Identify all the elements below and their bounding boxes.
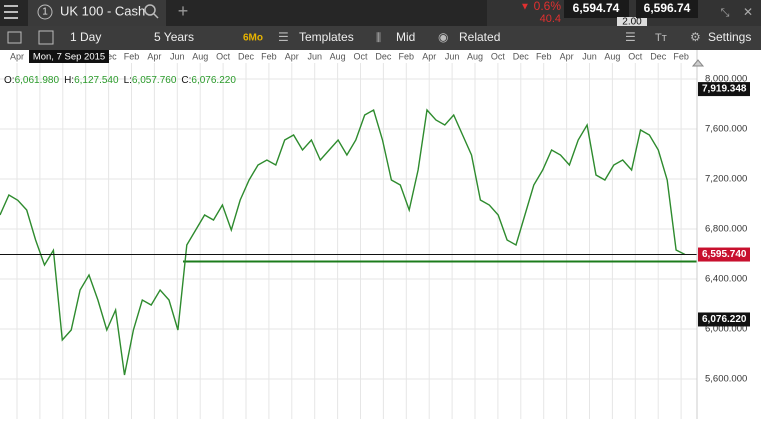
x-label: Aug <box>192 51 208 61</box>
l: 6,057.760 <box>132 75 177 86</box>
x-label: Apr <box>560 51 574 61</box>
price-label-box <box>698 247 750 262</box>
spread-box <box>617 17 647 27</box>
c: 6,076.220 <box>191 75 236 86</box>
panel-icon[interactable] <box>7 31 22 44</box>
x-label: Aug <box>467 51 483 61</box>
buy-price: 6,596.74 <box>644 1 691 15</box>
list-icon[interactable]: ☰ <box>625 30 636 44</box>
x-label: Dec <box>375 51 392 61</box>
price-type[interactable]: Mid <box>396 30 415 44</box>
related-icon: ◉ <box>438 30 448 44</box>
settings[interactable]: Settings <box>708 30 751 44</box>
x-label: Dec <box>513 51 530 61</box>
collapse-icon[interactable]: ⤡ <box>721 7 730 19</box>
search-icon[interactable] <box>144 4 156 16</box>
x-label: Oct <box>491 51 506 61</box>
x-label: Feb <box>261 51 277 61</box>
o: 6,061.980 <box>15 75 60 86</box>
spread: 2.00 <box>622 17 642 28</box>
x-label: Jun <box>445 51 460 61</box>
buy-box[interactable] <box>636 0 698 18</box>
change-points: 40.4 <box>540 13 561 25</box>
layout-icon[interactable] <box>38 30 54 45</box>
menu-icon[interactable] <box>4 5 18 7</box>
x-label: Aug <box>330 51 346 61</box>
close-icon[interactable]: ✕ <box>743 5 753 19</box>
l-label: L: <box>124 75 132 86</box>
menu-icon <box>4 11 18 13</box>
toolbar <box>0 26 761 50</box>
range[interactable]: 5 Years <box>154 30 194 44</box>
plot: Apr Jun Aug Oct Dec Feb Apr Jun Aug Oct Dec Feb Apr J… <box>0 51 697 419</box>
y-tick-label: 6,000.000 <box>705 324 747 335</box>
h-label: H: <box>64 75 74 86</box>
x-label: Feb <box>536 51 552 61</box>
axis: 5,600.000 6,000.000 6,400.000 6,800.000 7,20… <box>698 74 750 385</box>
sell-price: 6,594.74 <box>573 1 620 15</box>
x-label: Aug <box>604 51 620 61</box>
instrument-tab[interactable] <box>28 0 166 26</box>
price-label-box <box>698 82 750 97</box>
x-label: Apr <box>147 51 161 61</box>
mid-icon: ⫼ <box>376 32 381 44</box>
interval[interactable]: 1 Day <box>70 30 101 44</box>
price-label: 7,919.348 <box>702 84 747 95</box>
price-label: 6,595.740 <box>702 249 747 260</box>
settings-icon: ⚙ <box>690 30 701 44</box>
c-label: C: <box>181 75 191 86</box>
x-label: Apr <box>285 51 299 61</box>
date-tooltip: Mon, 7 Sep 2015 <box>33 52 105 63</box>
tab-number: 1 <box>42 7 48 18</box>
price-label-box <box>698 312 750 327</box>
price-label: 6,076.220 <box>702 314 747 325</box>
x-label: Feb <box>673 51 689 61</box>
templates[interactable]: Templates <box>299 30 354 44</box>
x-label: Dec <box>650 51 667 61</box>
ohlc: O:6,061.980 H:6,127.540 L:6,057.760 C:6,076… <box>4 75 236 86</box>
instrument: UK 100 - Cash <box>60 3 145 18</box>
menu-icon <box>4 17 18 19</box>
y-tick-label: 6,800.000 <box>705 224 747 235</box>
sell-box[interactable] <box>564 0 629 18</box>
price-line <box>0 108 686 376</box>
date-tooltip-box <box>29 50 109 63</box>
home-icon[interactable] <box>691 59 705 67</box>
x-label: Jun <box>307 51 322 61</box>
y-tick-label: 6,400.000 <box>705 274 747 285</box>
change: 0.6% <box>534 0 562 13</box>
down-arrow: ▼ <box>520 2 530 13</box>
y-tick-label: 5,600.000 <box>705 374 747 385</box>
zoom[interactable]: 6Mo <box>243 33 263 44</box>
x-label: Jun <box>170 51 185 61</box>
o-label: O: <box>4 75 15 86</box>
x-label: Feb <box>399 51 415 61</box>
x-label: Oct <box>216 51 231 61</box>
related[interactable]: Related <box>459 30 500 44</box>
x-label: Feb <box>124 51 140 61</box>
add-tab[interactable]: + <box>178 1 189 21</box>
x-label: Dec <box>238 51 255 61</box>
x-label: Oct <box>628 51 643 61</box>
price-axis <box>697 50 761 419</box>
search-icon <box>153 13 159 19</box>
y-tick-label: 8,000.000 <box>705 74 747 85</box>
x-label: Apr <box>10 51 24 61</box>
x-label: Oct <box>353 51 368 61</box>
y-tick-label: 7,600.000 <box>705 124 747 135</box>
templates-icon: ☰ <box>278 30 289 44</box>
y-tick-label: 7,200.000 <box>705 174 747 185</box>
h: 6,127.540 <box>74 75 119 86</box>
text-tool[interactable]: Tт <box>655 32 667 44</box>
tab-circle <box>37 4 53 20</box>
x-label: Jun <box>582 51 597 61</box>
x-label: Apr <box>422 51 436 61</box>
